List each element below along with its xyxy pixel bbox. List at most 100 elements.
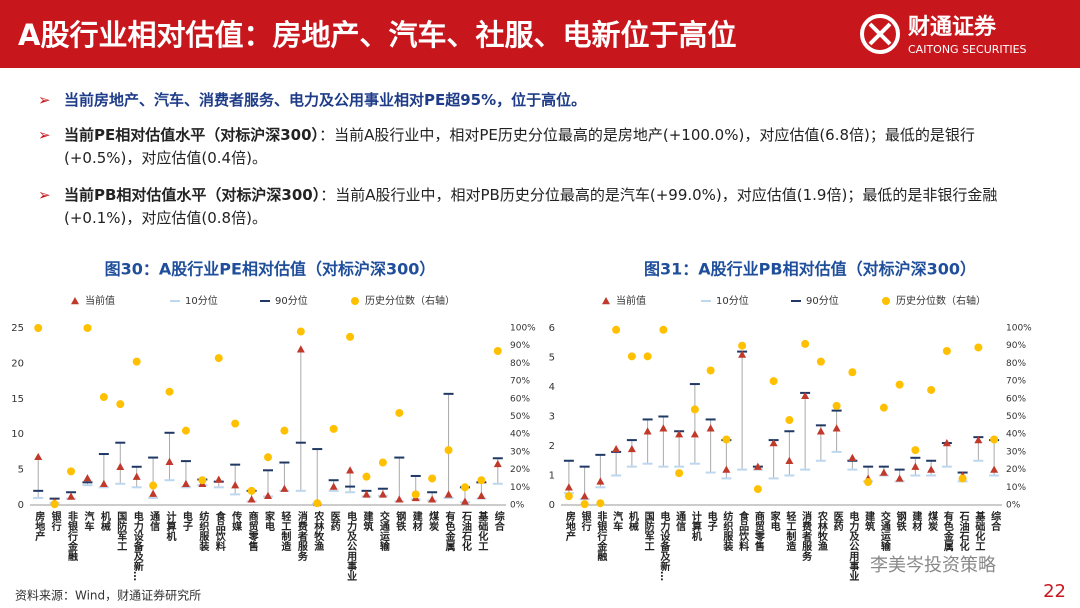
current-mark <box>848 453 857 461</box>
current-mark <box>247 495 256 503</box>
current-mark <box>149 489 158 497</box>
current-mark <box>395 495 404 503</box>
y-tick-label: 5 <box>549 353 555 364</box>
current-mark <box>378 490 387 498</box>
logo: 财通证券 CAITONG SECURITIES <box>860 14 1027 56</box>
bullet: ➢ 当前PE相对估值水平（对标沪深300）：当前A股行业中，相对PE历史分位最高的… <box>38 126 975 167</box>
current-mark <box>493 459 502 468</box>
percentile-dot <box>165 387 174 396</box>
percentile-dot <box>832 401 841 410</box>
percentile-dot <box>149 481 158 490</box>
x-tick-label: 轻工制造 <box>279 510 291 552</box>
header: A股行业相对估值：房地产、汽车、社服、电新位于高位 财通证券 CAITONG S… <box>0 0 1080 68</box>
percentile-dot <box>296 327 305 336</box>
percentile-dot <box>801 339 810 348</box>
x-tick-label: 农林牧渔 <box>815 510 828 552</box>
y2-tick-label: 100% <box>510 324 536 334</box>
percentile-dot <box>460 483 469 492</box>
percentile-dot <box>722 435 731 444</box>
legend-marker <box>351 297 359 305</box>
x-tick-label: 建材 <box>910 510 923 532</box>
percentile-dot <box>927 385 936 394</box>
legend-marker <box>71 297 79 305</box>
percentile-dot <box>181 426 190 435</box>
legend-label: 10分位 <box>716 294 749 307</box>
percentile-dot <box>67 467 76 476</box>
current-mark <box>580 492 589 500</box>
y2-tick-label: 60% <box>1006 394 1026 404</box>
legend-label: 90分位 <box>806 294 839 307</box>
x-tick-label: 交通运输 <box>377 510 389 552</box>
current-mark <box>974 436 983 444</box>
y-tick-label: 20 <box>11 358 24 369</box>
percentile-dot <box>395 408 404 417</box>
percentile-dot <box>99 393 108 402</box>
percentile-dot <box>706 366 715 375</box>
current-mark <box>706 424 715 432</box>
current-mark <box>444 490 453 498</box>
percentile-dot <box>444 446 453 455</box>
x-tick-label: 机械 <box>626 510 638 532</box>
current-mark <box>738 350 747 358</box>
x-tick-label: 煤炭 <box>427 510 439 532</box>
chart-title: 图30：A股行业PE相对估值（对标沪深300） <box>105 260 436 279</box>
percentile-dot <box>411 490 420 499</box>
y-tick-label: 6 <box>549 323 555 334</box>
chart-title: 图31：A股行业PB相对估值（对标沪深300） <box>644 260 976 279</box>
percentile-dot <box>116 400 125 409</box>
percentile-dot <box>879 403 888 412</box>
legend-label: 10分位 <box>185 294 218 307</box>
y2-tick-label: 70% <box>1006 377 1026 387</box>
bullet-text: ：当前A股行业中，相对PB历史分位最高的是汽车(+99.0%)，对应估值(1.9… <box>64 186 998 227</box>
x-tick-label: 基础化工 <box>973 510 986 551</box>
current-mark <box>911 462 920 470</box>
x-tick-label: 房地产 <box>563 510 575 542</box>
current-mark <box>643 427 652 435</box>
y-tick-label: 0 <box>549 500 555 511</box>
percentile-dot <box>785 416 794 425</box>
legend-marker <box>882 297 890 305</box>
percentile-dot <box>942 347 951 356</box>
bullet: ➢ 当前PB相对估值水平（对标沪深300）：当前A股行业中，相对PB历史分位最高的… <box>38 186 998 227</box>
percentile-dot <box>247 486 256 495</box>
x-tick-label: 电力设备及新… <box>131 510 144 581</box>
bullet-text: ：当前A股行业中，相对PE历史分位最高的是房地产(+100.0%)，对应估值(6… <box>64 126 975 167</box>
percentile-dot <box>231 419 240 428</box>
x-tick-label: 国防军工 <box>115 511 127 551</box>
current-mark <box>477 491 486 499</box>
x-tick-label: 建筑 <box>863 510 876 532</box>
y2-tick-label: 100% <box>1006 324 1032 334</box>
x-tick-label: 钢铁 <box>894 510 906 532</box>
x-tick-label: 食品饮料 <box>737 510 750 552</box>
y-tick-label: 0 <box>18 500 24 511</box>
y-tick-label: 25 <box>11 323 24 334</box>
x-tick-label: 商贸零售 <box>752 510 765 552</box>
percentile-dot <box>848 368 857 377</box>
y2-tick-label: 0% <box>1006 501 1021 511</box>
current-mark <box>596 477 605 485</box>
current-mark <box>181 479 190 487</box>
percentile-dot <box>477 476 486 485</box>
x-tick-label: 通信 <box>148 511 160 532</box>
percentile-dot <box>675 469 684 478</box>
x-tick-label: 家电 <box>768 510 780 531</box>
percentile-dot <box>958 474 967 483</box>
percentile-dot <box>50 500 59 509</box>
x-tick-label: 石油石化 <box>459 511 472 552</box>
x-tick-label: 电力设备及新… <box>658 510 671 581</box>
current-mark <box>214 475 223 483</box>
x-tick-label: 交通运输 <box>878 510 890 552</box>
x-tick-label: 石油石化 <box>957 511 970 552</box>
y-tick-label: 1 <box>549 471 555 482</box>
current-mark <box>428 495 437 503</box>
watermark: 李美岑投资策略 <box>870 555 996 576</box>
logo-icon <box>868 22 892 46</box>
y2-tick-label: 30% <box>510 447 530 457</box>
current-mark <box>165 457 174 466</box>
x-tick-label: 建筑 <box>361 510 374 532</box>
legend-label: 历史分位数（右轴） <box>365 294 455 307</box>
y2-tick-label: 80% <box>510 359 530 369</box>
percentile-dot <box>596 499 605 508</box>
x-tick-label: 钢铁 <box>394 510 406 532</box>
x-tick-label: 电子 <box>180 510 192 532</box>
